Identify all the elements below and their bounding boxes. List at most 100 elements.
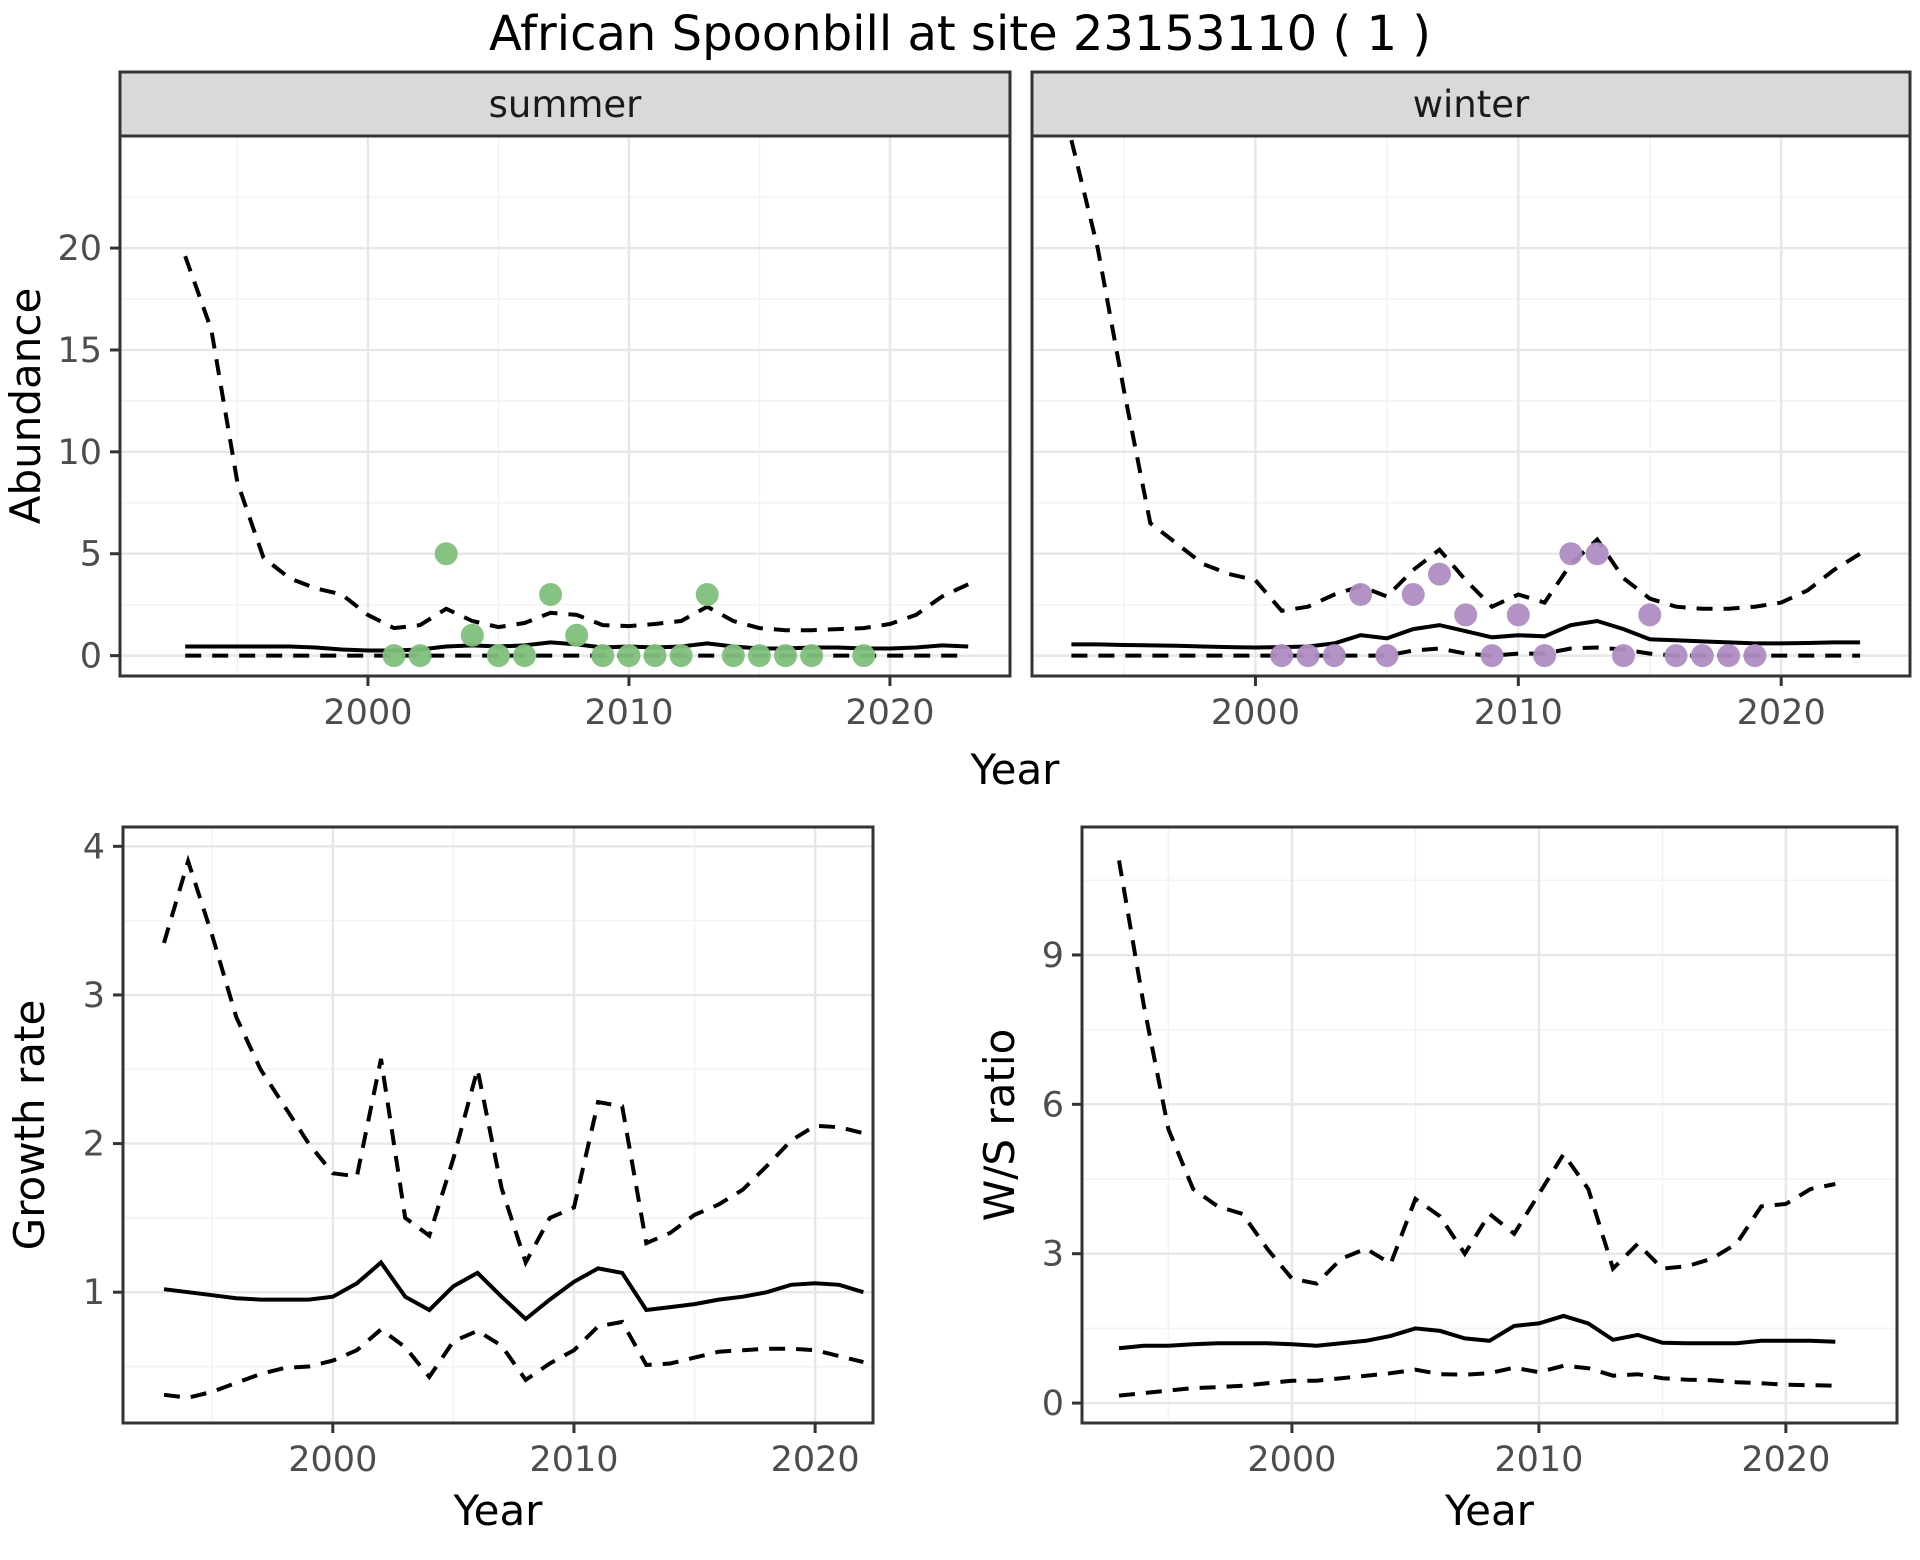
observation-point (434, 542, 458, 566)
upper-ci-line (183, 255, 970, 633)
y-tick-label: 20 (57, 229, 102, 269)
series-layer (183, 255, 970, 668)
observation-point (852, 644, 876, 668)
panel-background (1032, 136, 1910, 676)
growth-rate-panel: 2000 2010 2020 1 2 3 4 Growth rate Year (5, 825, 875, 1535)
ws-ratio-panel: 2000 2010 2020 0 3 6 9 W/S ratio Year (975, 825, 1899, 1535)
x-tick-label: 2020 (845, 693, 934, 733)
x-tick-label: 2010 (584, 693, 673, 733)
x-tick-label: 2000 (288, 1440, 377, 1480)
x-tick-label: 2020 (771, 1440, 860, 1480)
observation-point (539, 583, 563, 606)
median-line (163, 1259, 864, 1322)
series-layer (1069, 139, 1862, 668)
x-tick-label: 2010 (1474, 693, 1563, 733)
upper-ci-line (162, 854, 864, 1268)
panel-background (123, 827, 873, 1423)
observation-point (721, 644, 745, 668)
observation-point (565, 623, 589, 647)
y-axis-title: Abundance (1, 288, 50, 525)
observation-point (1638, 603, 1662, 627)
observation-point (747, 644, 771, 668)
y-tick-label: 0 (1042, 1384, 1064, 1424)
upper-ci-line (1069, 139, 1862, 613)
y-tick-label: 5 (80, 535, 102, 575)
observation-point (1690, 644, 1714, 668)
series-layer (162, 854, 864, 1400)
y-tick-label: 4 (83, 827, 105, 867)
median-line (1071, 618, 1861, 650)
observation-point (617, 644, 641, 668)
x-axis-title: Year (453, 1486, 544, 1535)
x-tick-label: 2010 (1494, 1440, 1583, 1480)
y-tick-label: 3 (83, 976, 105, 1016)
observation-point (1428, 562, 1451, 586)
x-tick-label: 2000 (323, 693, 412, 733)
observation-point (1296, 644, 1320, 668)
abundance-winter-panel: winter 2000 2010 2020 (1030, 70, 1912, 733)
gridlines (120, 136, 1010, 676)
x-axis-title-shared: Year (970, 745, 1061, 794)
x-tick-label: 2000 (1211, 693, 1300, 733)
observation-point (1559, 542, 1583, 566)
observation-point (1717, 644, 1741, 668)
figure-title: African Spoonbill at site 23153110 ( 1 ) (489, 6, 1431, 62)
observation-point (1349, 583, 1373, 606)
y-tick-label: 10 (57, 433, 102, 473)
gridlines (123, 827, 873, 1423)
observation-point (669, 644, 693, 668)
observation-point (1480, 644, 1504, 668)
panel-background (1082, 827, 1897, 1423)
upper-ci-line (1117, 860, 1836, 1286)
observation-point (486, 644, 510, 668)
observation-point (1322, 644, 1346, 668)
abundance-winter-observations (1270, 542, 1767, 668)
observation-point (1506, 603, 1530, 627)
lower-ci-line (163, 1319, 864, 1400)
gridlines (1082, 827, 1897, 1423)
observation-point (800, 644, 824, 668)
y-tick-label: 6 (1042, 1085, 1064, 1125)
abundance-summer-observations (382, 542, 876, 668)
y-axis-title: Growth rate (5, 1000, 54, 1251)
observation-point (382, 644, 406, 668)
gridlines (1032, 136, 1910, 676)
panel-border (121, 825, 875, 1425)
observation-point (1585, 542, 1609, 566)
observation-point (1743, 644, 1767, 668)
observation-point (1375, 644, 1399, 668)
lower-ci-line (1118, 1363, 1836, 1398)
x-tick-label: 2000 (1247, 1440, 1336, 1480)
observation-point (460, 623, 484, 647)
y-tick-label: 2 (83, 1125, 105, 1165)
observation-point (591, 644, 615, 668)
x-tick-label: 2010 (529, 1440, 618, 1480)
observation-point (1401, 583, 1425, 606)
observation-point (1612, 644, 1635, 668)
observation-point (513, 644, 536, 668)
observation-point (643, 644, 667, 668)
median-line (1118, 1313, 1836, 1351)
observation-point (1533, 644, 1557, 668)
y-tick-label: 3 (1042, 1235, 1064, 1275)
observation-point (1454, 603, 1478, 627)
y-tick-label: 9 (1042, 936, 1064, 976)
observation-point (695, 583, 719, 606)
panel-background (120, 136, 1010, 676)
y-axis-title: W/S ratio (975, 1029, 1024, 1222)
y-tick-label: 1 (83, 1273, 105, 1313)
facet-strip (118, 70, 1012, 138)
observation-point (1664, 644, 1688, 668)
panel-border (1080, 825, 1899, 1425)
y-tick-label: 15 (57, 331, 102, 371)
x-tick-label: 2020 (1741, 1440, 1830, 1480)
x-axis-title: Year (1444, 1486, 1535, 1535)
facet-strip-label: winter (1413, 83, 1530, 126)
facet-strip-label: summer (489, 83, 643, 126)
observation-point (1270, 644, 1294, 668)
observation-point (408, 644, 432, 668)
x-tick-label: 2020 (1737, 693, 1826, 733)
